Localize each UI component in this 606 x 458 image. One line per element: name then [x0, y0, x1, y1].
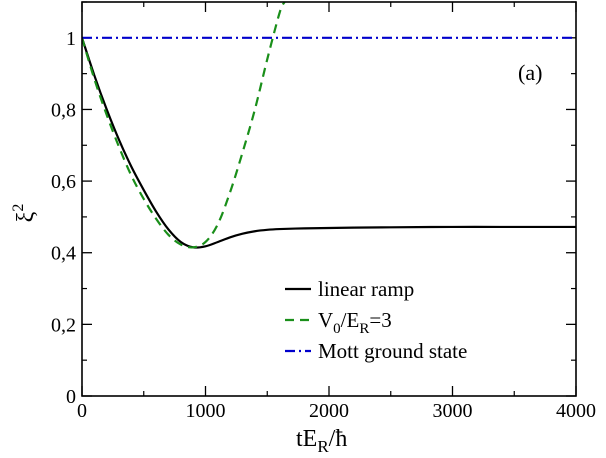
y-tick-label: 0,4 [51, 243, 76, 265]
y-axis-label-main: ξ [13, 211, 39, 222]
x-tick-label: 0 [77, 400, 87, 422]
plot-frame [81, 1, 577, 397]
x-tick-label: 4000 [556, 400, 596, 422]
y-tick-label: 0,6 [51, 171, 76, 193]
y-axis-label-sup: 2 [10, 204, 27, 212]
y-tick-label: 0,8 [51, 99, 76, 121]
x-axis-label-main: tE [296, 426, 317, 452]
axis-ticks [81, 1, 577, 397]
legend-label-mott: Mott ground state [318, 339, 467, 363]
legend-v0-tail: =3 [369, 308, 391, 332]
series-line-0 [82, 37, 576, 249]
legend-label-v0-er: V0/ER=3 [318, 308, 392, 337]
legend-v0-main: V [318, 308, 333, 332]
x-tick-label: 3000 [433, 400, 473, 422]
x-axis-label-sub: R [317, 437, 329, 456]
series-layer [82, 2, 576, 249]
y-tick-label: 1 [66, 28, 76, 50]
y-tick-label: 0,2 [51, 314, 76, 336]
legend-label-linear-ramp: linear ramp [318, 277, 414, 301]
x-tick-label: 1000 [186, 400, 226, 422]
panel-label: (a) [518, 60, 542, 85]
tick-labels: 0 1000 2000 3000 4000 0 0,2 0,4 0,6 0,8 1 [51, 28, 596, 422]
y-tick-label: 0 [66, 386, 76, 408]
y-axis-label: ξ2 [10, 204, 39, 223]
legend-v0-mid: /E [341, 308, 360, 332]
series-line-1 [82, 2, 286, 249]
legend-v0-sub1: 0 [333, 321, 341, 337]
legend: linear ramp V0/ER=3 Mott ground state [285, 277, 467, 363]
x-tick-label: 2000 [309, 400, 349, 422]
x-axis-label: tER/ħ [296, 426, 347, 456]
legend-v0-sub2: R [359, 321, 369, 337]
x-axis-label-tail: /ħ [329, 426, 348, 452]
